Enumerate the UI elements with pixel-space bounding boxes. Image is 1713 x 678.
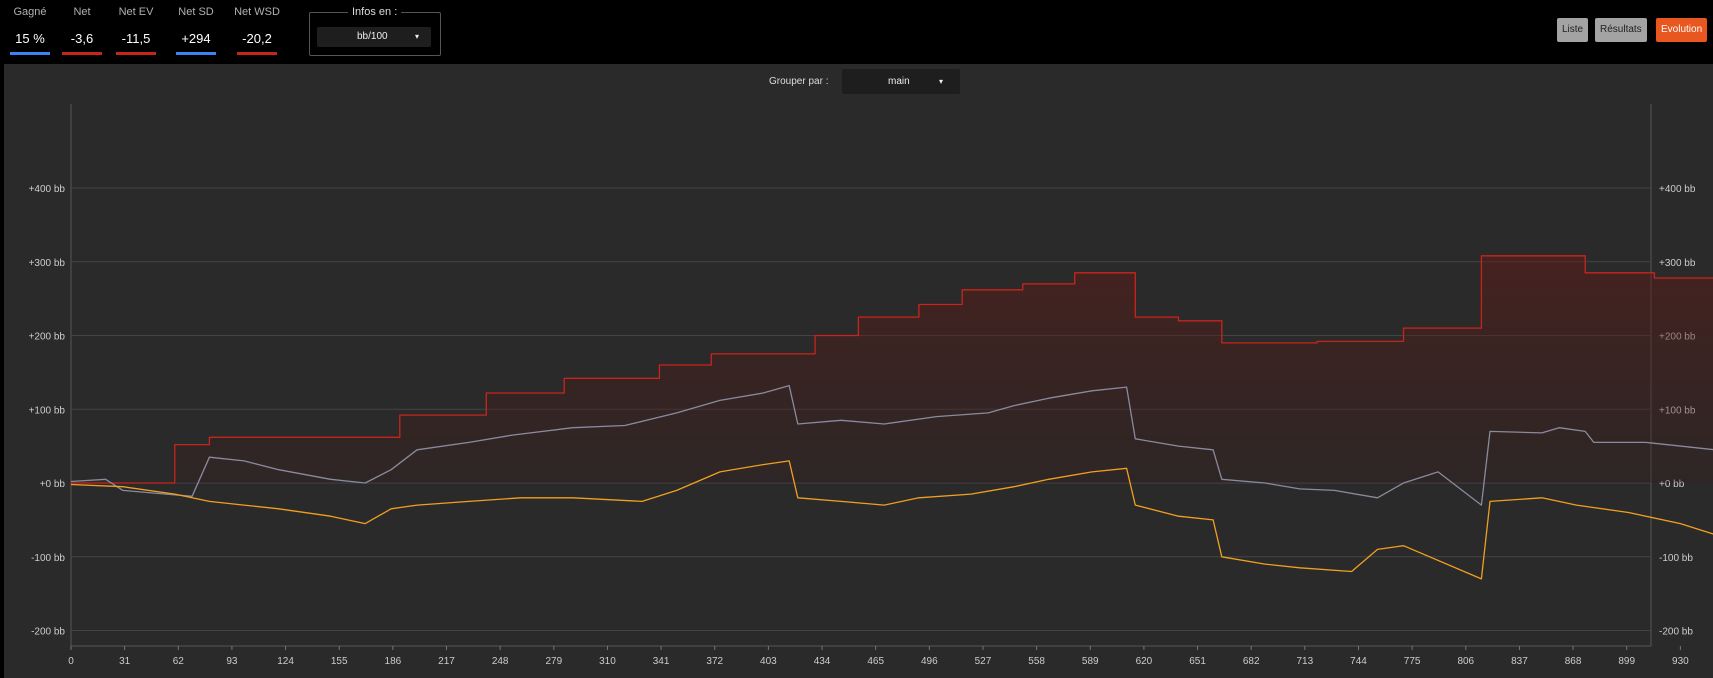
series-wsd-line: [70, 460, 1713, 580]
x-tick-label: 403: [760, 656, 777, 667]
x-tick-label: 62: [173, 656, 185, 667]
y-tick-label-right: -200 bb: [1659, 627, 1693, 638]
x-tick-label: 713: [1297, 656, 1314, 667]
x-tick-label: 372: [706, 656, 723, 667]
y-tick-label-right: +300 bb: [1659, 258, 1696, 269]
y-tick-label-left: -100 bb: [31, 553, 65, 564]
stat-net-sd-underline: [176, 52, 216, 55]
x-tick-label: 744: [1350, 656, 1367, 667]
stat-net-wsd-label: Net WSD: [234, 6, 280, 18]
top-toolbar: Gagné 15 % Net -3,6 Net EV -11,5 Net SD …: [0, 0, 1713, 64]
stat-net-sd-value: +294: [181, 31, 211, 46]
stat-net-label: Net: [73, 6, 91, 18]
y-tick-label-right: +400 bb: [1659, 184, 1696, 195]
x-tick-label: 899: [1618, 656, 1635, 667]
group-by-label: Grouper par :: [769, 76, 829, 87]
x-tick-label: 806: [1457, 656, 1474, 667]
y-tick-label-left: +400 bb: [29, 184, 66, 195]
y-tick-label-right: -100 bb: [1659, 553, 1693, 564]
x-tick-label: 682: [1243, 656, 1260, 667]
x-tick-label: 868: [1565, 656, 1582, 667]
stat-won-label: Gagné: [13, 6, 47, 18]
stat-net-value: -3,6: [70, 31, 94, 46]
x-tick-label: 186: [385, 656, 402, 667]
stat-net-wsd-underline: [237, 52, 277, 55]
x-tick-label: 155: [331, 656, 348, 667]
x-tick-label: 341: [653, 656, 670, 667]
stat-net-ev-value: -11,5: [121, 31, 151, 46]
x-tick-label: 775: [1404, 656, 1421, 667]
x-tick-label: 837: [1511, 656, 1528, 667]
stat-net-wsd-value: -20,2: [242, 31, 272, 46]
stat-net-sd-label: Net SD: [178, 6, 214, 18]
results-view-button[interactable]: Résultats: [1595, 18, 1647, 42]
group-by-value: main: [888, 76, 910, 87]
list-view-button[interactable]: Liste: [1557, 18, 1589, 42]
y-tick-label-right: +0 bb: [1659, 479, 1685, 490]
chart-panel: Grouper par : main ▾ +400 bb +400 bb +300 …: [4, 64, 1713, 678]
infos-unit-select[interactable]: bb/100 ▾: [317, 27, 431, 47]
evolution-view-button[interactable]: Evolution: [1656, 18, 1708, 42]
group-by-bar: Grouper par : main ▾: [4, 64, 1713, 100]
infos-legend: Infos en :: [348, 6, 402, 18]
group-by-select[interactable]: main ▾: [842, 69, 960, 94]
y-tick-label-left: +200 bb: [29, 332, 66, 343]
x-tick-label: 0: [68, 656, 74, 667]
x-tick-label: 434: [814, 656, 831, 667]
chevron-down-icon: ▾: [414, 32, 419, 41]
x-tick-label: 93: [226, 656, 238, 667]
x-tick-label: 31: [119, 656, 131, 667]
x-tick-label: 465: [867, 656, 884, 667]
x-tick-label: 310: [599, 656, 616, 667]
y-tick-label-left: -200 bb: [31, 627, 65, 638]
stat-won-underline: [10, 52, 50, 55]
x-tick-label: 620: [1136, 656, 1153, 667]
x-tick-label: 124: [277, 656, 294, 667]
x-tick-label: 930: [1672, 656, 1689, 667]
series-net-line: [71, 255, 1713, 484]
x-tick-label: 651: [1189, 656, 1206, 667]
x-tick-label: 527: [975, 656, 992, 667]
x-tick-label: 558: [1028, 656, 1045, 667]
evolution-chart: +400 bb+400 bb+300 bb+300 bb+200 bb+200 …: [29, 104, 1713, 667]
stat-net-ev-underline: [116, 52, 156, 55]
x-tick-label: 496: [921, 656, 938, 667]
x-tick-label: 217: [438, 656, 455, 667]
stat-won-value: 15 %: [15, 31, 45, 46]
x-tick-label: 589: [1082, 656, 1099, 667]
chevron-down-icon: ▾: [939, 77, 944, 86]
series-sd-line: [70, 384, 1713, 506]
series-net-area: [71, 255, 1713, 483]
stat-net-underline: [62, 52, 102, 55]
x-tick-label: 279: [545, 656, 562, 667]
stat-net-ev-label: Net EV: [118, 6, 154, 18]
infos-unit-value: bb/100: [357, 31, 388, 42]
infos-fieldset: Infos en : bb/100 ▾: [309, 6, 441, 56]
x-tick-label: 248: [492, 656, 509, 667]
y-tick-label-left: +0 bb: [40, 479, 66, 490]
y-tick-label-left: +100 bb: [29, 405, 66, 416]
y-tick-label-left: +300 bb: [29, 258, 66, 269]
